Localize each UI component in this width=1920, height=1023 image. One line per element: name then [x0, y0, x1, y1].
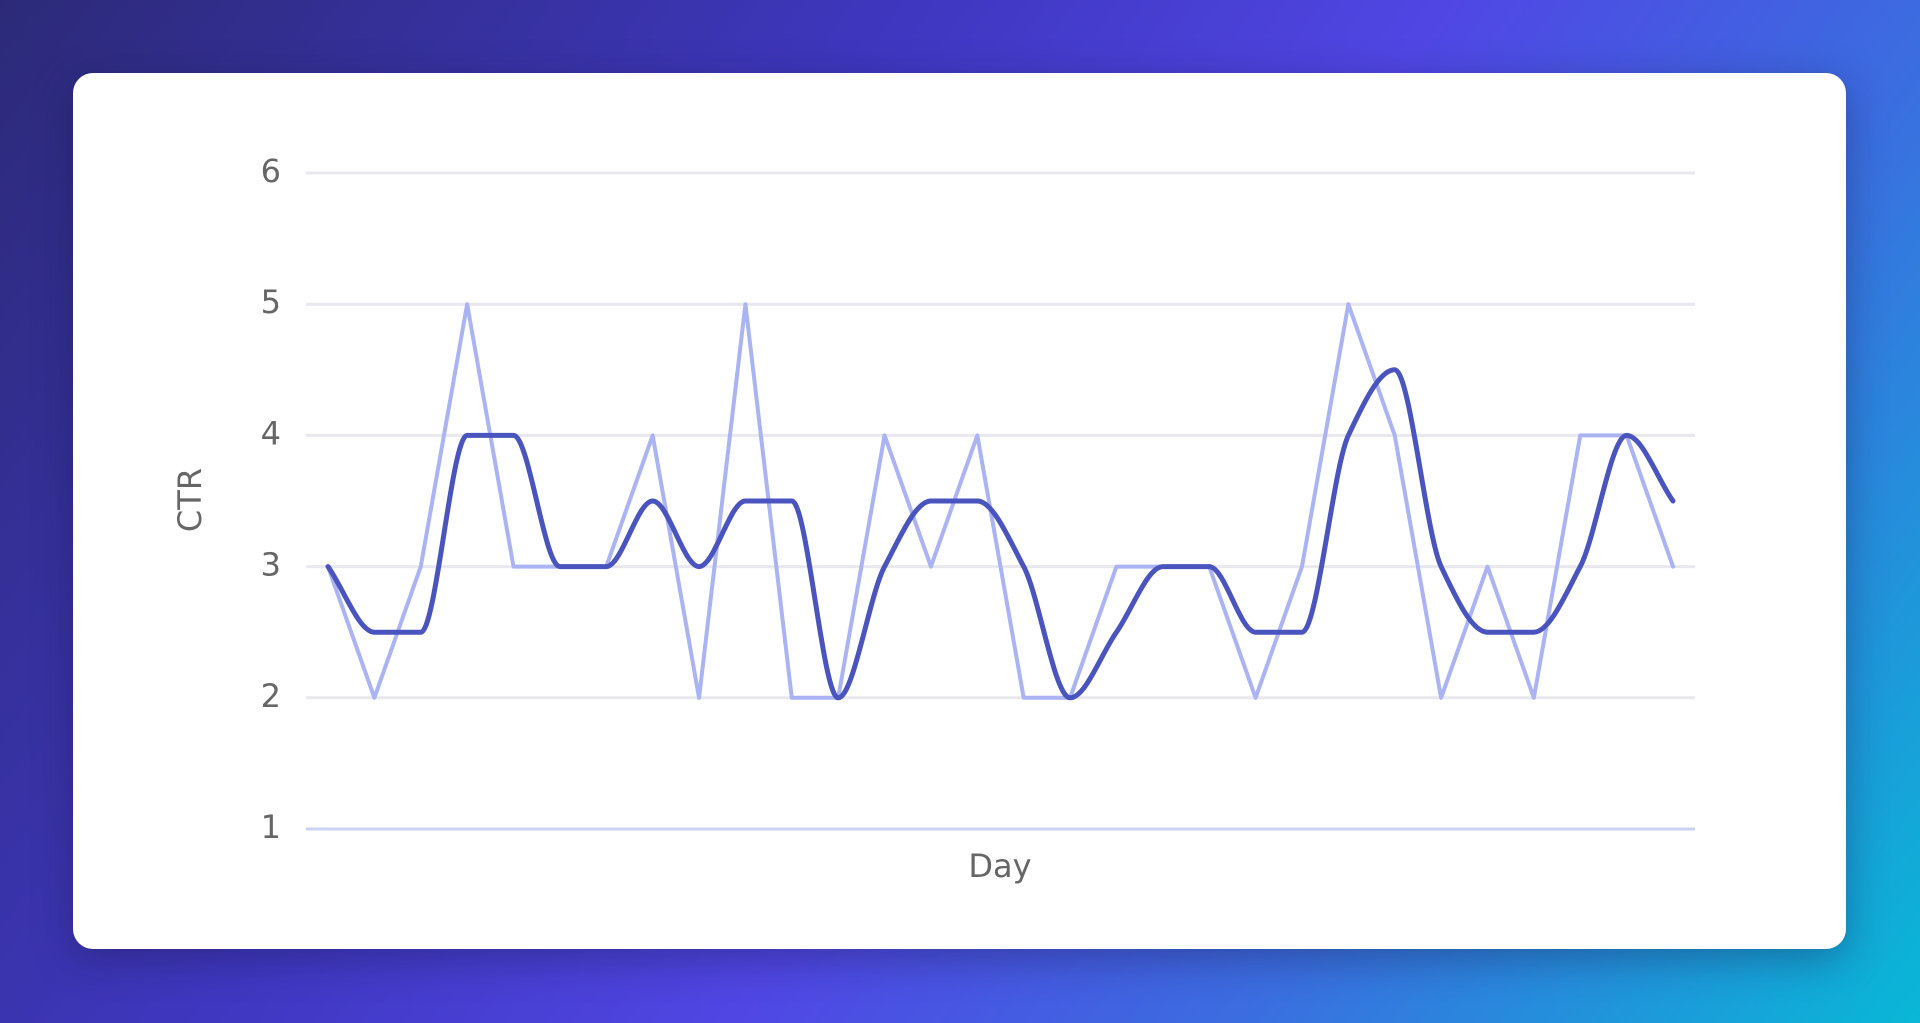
y-tick-label: 2 — [261, 677, 281, 715]
y-tick-label: 4 — [261, 414, 281, 452]
y-tick-label: 1 — [261, 808, 281, 846]
y-tick-label: 6 — [261, 152, 281, 190]
chart-card: CTR Day 1 2 3 4 5 6 — [73, 73, 1846, 949]
y-tick-label: 3 — [261, 546, 281, 584]
series-line — [326, 302, 1675, 700]
y-axis-label: CTR — [171, 468, 209, 532]
y-tick-label: 5 — [261, 283, 281, 321]
chart: CTR Day 1 2 3 4 5 6 — [171, 152, 1695, 885]
series-line — [325, 367, 1676, 701]
x-axis-label: Day — [968, 847, 1031, 885]
